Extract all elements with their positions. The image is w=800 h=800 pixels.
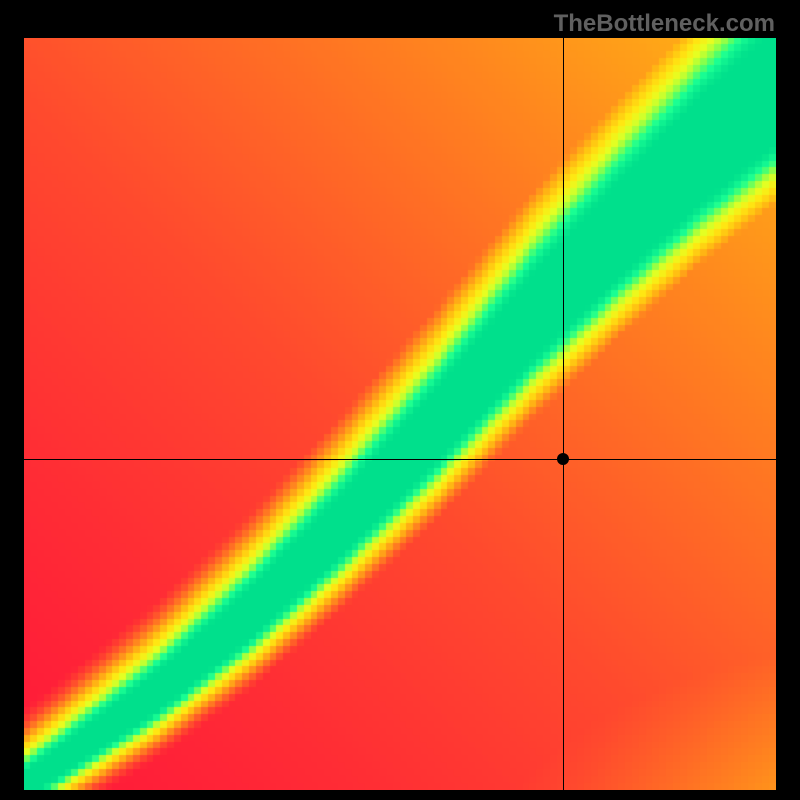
crosshair-vertical bbox=[563, 38, 564, 790]
bottleneck-heatmap bbox=[24, 38, 776, 790]
target-dot bbox=[557, 453, 569, 465]
crosshair-horizontal bbox=[24, 459, 776, 460]
watermark-text: TheBottleneck.com bbox=[554, 10, 775, 38]
heatmap-canvas bbox=[24, 38, 776, 790]
